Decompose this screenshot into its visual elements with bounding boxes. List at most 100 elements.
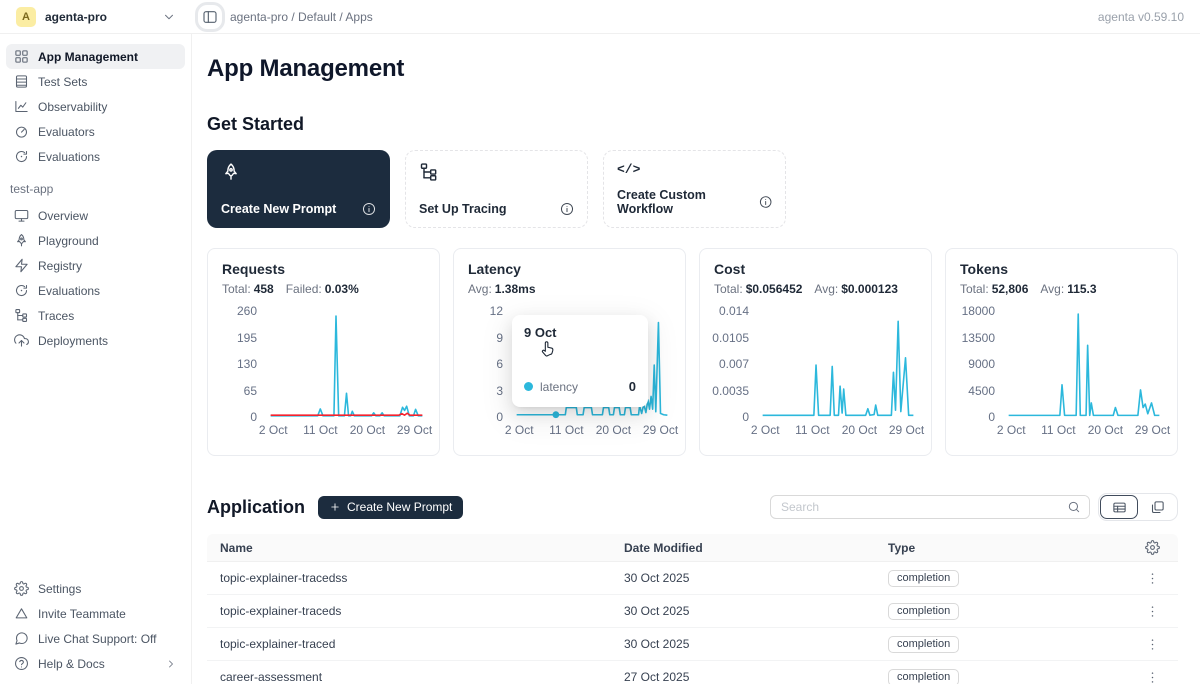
- y-axis: 18000 13500 9000 4500 0: [960, 304, 1006, 424]
- sidebar-item-live-chat-support-off[interactable]: Live Chat Support: Off: [6, 626, 185, 651]
- zap-icon: [14, 258, 29, 273]
- sidebar-item-label: Registry: [38, 258, 83, 273]
- sidebar-item-label: Playground: [38, 233, 99, 248]
- sidebar-item-evaluators[interactable]: Evaluators: [6, 119, 185, 144]
- cell-type: completion: [875, 635, 1126, 653]
- table-settings-gear-icon[interactable]: [1144, 540, 1160, 555]
- y-tick-label: 0: [742, 410, 749, 424]
- chart-canvas: [1006, 311, 1163, 417]
- stat-card-title: Cost: [714, 261, 746, 277]
- x-tick-label: 20 Oct: [595, 423, 632, 437]
- row-more-icon[interactable]: [1145, 670, 1160, 684]
- info-icon[interactable]: [759, 195, 772, 209]
- chart-plot[interactable]: [760, 311, 917, 417]
- sidebar-item-overview[interactable]: Overview: [6, 203, 185, 228]
- y-tick-label: 13500: [961, 330, 995, 345]
- tree-icon: [419, 162, 439, 182]
- sidebar-item-playground[interactable]: Playground: [6, 228, 185, 253]
- y-tick-label: 4500: [968, 383, 995, 398]
- search-button[interactable]: [1059, 496, 1089, 518]
- table-view-button[interactable]: [1100, 495, 1138, 519]
- table-row[interactable]: career-assessment 27 Oct 2025 completion: [207, 661, 1178, 684]
- cell-type: completion: [875, 569, 1126, 587]
- sidebar-item-evaluations[interactable]: Evaluations: [6, 144, 185, 169]
- cell-name: career-assessment: [220, 670, 323, 684]
- sidebar-item-label: Observability: [38, 99, 108, 114]
- sidebar-item-traces[interactable]: Traces: [6, 303, 185, 328]
- cell-date-modified: 30 Oct 2025: [624, 571, 690, 585]
- get-started-card-label: Create New Prompt: [221, 202, 337, 216]
- gear-icon: [14, 581, 29, 596]
- x-tick-label: 2 Oct: [996, 423, 1026, 437]
- y-tick-label: 18000: [961, 304, 995, 318]
- x-tick-label: 11 Oct: [795, 423, 830, 437]
- breadcrumb[interactable]: agenta-pro / Default / Apps: [230, 9, 373, 24]
- cell-name: topic-explainer-traced: [220, 637, 336, 651]
- cell-date-modified: 27 Oct 2025: [624, 670, 690, 684]
- main-content: App Management Get Started Create New Pr…: [192, 34, 1200, 684]
- stat-metric: Total: 52,806: [960, 282, 1029, 296]
- chevron-right-icon: [165, 658, 177, 670]
- x-tick-label: 2 Oct: [750, 423, 780, 437]
- sidebar-item-settings[interactable]: Settings: [6, 576, 185, 601]
- tooltip-series-value: 0: [628, 379, 636, 394]
- sidebar-item-observability[interactable]: Observability: [6, 94, 185, 119]
- chart-plot[interactable]: [1006, 311, 1163, 417]
- stat-card-summary: Avg: 1.38ms: [468, 282, 671, 296]
- info-icon[interactable]: [560, 202, 574, 216]
- get-started-card-create-custom-workflow[interactable]: </> Create Custom Workflow: [603, 150, 786, 228]
- table-row[interactable]: topic-explainer-traced 30 Oct 2025 compl…: [207, 628, 1178, 661]
- sidebar-item-deployments[interactable]: Deployments: [6, 328, 185, 353]
- search-icon: [1067, 500, 1081, 514]
- sidebar-toggle-button[interactable]: [198, 4, 222, 29]
- x-axis: 2 Oct 11 Oct 20 Oct 29 Oct: [751, 423, 924, 438]
- sidebar-item-test-sets[interactable]: Test Sets: [6, 69, 185, 94]
- sidebar-item-evaluations[interactable]: Evaluations: [6, 278, 185, 303]
- y-tick-label: 3: [496, 383, 503, 398]
- sidebar-item-registry[interactable]: Registry: [6, 253, 185, 278]
- sidebar: App Management Test Sets Observability E…: [0, 34, 192, 684]
- chart-plot[interactable]: [268, 311, 425, 417]
- x-tick-label: 2 Oct: [258, 423, 288, 437]
- get-started-cards: Create New Prompt Set Up Tracing </> Cre…: [207, 150, 1178, 228]
- cell-type: completion: [875, 602, 1126, 620]
- column-header-type[interactable]: Type: [875, 541, 1126, 555]
- sidebar-item-invite-teammate[interactable]: Invite Teammate: [6, 601, 185, 626]
- stat-card-title: Latency: [468, 261, 521, 277]
- tooltip-date: 9 Oct: [524, 325, 557, 340]
- stat-metric: Avg: 1.38ms: [468, 282, 536, 296]
- cell-date-modified: 30 Oct 2025: [624, 637, 690, 651]
- x-tick-label: 20 Oct: [349, 423, 386, 437]
- row-more-icon[interactable]: [1145, 571, 1160, 586]
- chart-plot[interactable]: [514, 311, 671, 419]
- sidebar-main-nav: App Management Test Sets Observability E…: [6, 44, 185, 169]
- column-header-date-modified[interactable]: Date Modified: [611, 541, 875, 555]
- row-more-icon[interactable]: [1145, 637, 1160, 652]
- search-input[interactable]: [771, 500, 1059, 514]
- mouse-cursor-icon: [539, 339, 558, 358]
- column-header-name[interactable]: Name: [207, 541, 611, 555]
- stat-card-chart: 18000 13500 9000 4500 0: [960, 304, 1163, 424]
- get-started-card-set-up-tracing[interactable]: Set Up Tracing: [405, 150, 588, 228]
- stat-card-summary: Total: 52,806 Avg: 115.3: [960, 282, 1163, 296]
- create-new-prompt-label: Create New Prompt: [347, 500, 453, 514]
- stat-card-title: Tokens: [960, 261, 1008, 277]
- stat-card-summary: Total: $0.056452 Avg: $0.000123: [714, 282, 917, 296]
- sidebar-item-help-docs[interactable]: Help & Docs: [6, 651, 185, 676]
- table-row[interactable]: topic-explainer-tracedss 30 Oct 2025 com…: [207, 562, 1178, 595]
- table-row[interactable]: topic-explainer-traceds 30 Oct 2025 comp…: [207, 595, 1178, 628]
- create-new-prompt-button[interactable]: Create New Prompt: [318, 495, 464, 519]
- card-view-button[interactable]: [1138, 495, 1176, 519]
- application-header: Application Create New Prompt: [207, 493, 1178, 521]
- view-toggle: [1098, 493, 1178, 521]
- sidebar-item-app-management[interactable]: App Management: [6, 44, 185, 69]
- stat-card-cost: Cost Total: $0.056452 Avg: $0.000123 0.014 0…: [699, 248, 932, 456]
- workspace-selector[interactable]: A agenta-pro: [16, 6, 176, 27]
- x-tick-label: 20 Oct: [1087, 423, 1124, 437]
- info-icon[interactable]: [362, 202, 376, 216]
- row-more-icon[interactable]: [1145, 604, 1160, 619]
- get-started-card-create-new-prompt[interactable]: Create New Prompt: [207, 150, 390, 228]
- cell-type: completion: [875, 668, 1126, 684]
- cell-actions: [1126, 571, 1178, 586]
- sidebar-item-label: Live Chat Support: Off: [38, 631, 157, 646]
